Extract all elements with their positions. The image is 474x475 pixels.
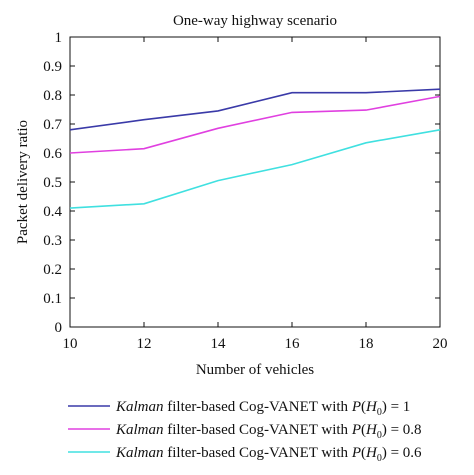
x-tick-label: 18 xyxy=(359,336,374,352)
series-line-1 xyxy=(69,88,441,131)
y-tick-label: 0 xyxy=(55,320,63,336)
x-tick-label: 14 xyxy=(211,336,227,352)
x-tick-label: 10 xyxy=(63,336,78,352)
y-tick-label: 0.4 xyxy=(43,204,62,220)
y-axis-label: Packet delivery ratio xyxy=(15,120,31,244)
x-tick-label: 16 xyxy=(285,336,301,352)
x-axis-label: Number of vehicles xyxy=(196,362,314,378)
y-tick-label: 0.2 xyxy=(43,262,62,278)
y-tick-label: 0.6 xyxy=(43,146,62,162)
legend-entry-1: Kalman filter-based Cog-VANET with P(H0)… xyxy=(115,399,410,418)
y-tick-label: 0.5 xyxy=(43,175,62,191)
y-tick-label: 0.7 xyxy=(43,117,62,133)
y-tick-label: 0.8 xyxy=(43,88,62,104)
x-tick-label: 20 xyxy=(433,336,448,352)
series-lines xyxy=(69,88,441,209)
axis-ticks: 10 12 14 16 18 20 0 0.1 0.2 0.3 0.4 0.5 0.6 0.7 0.8 0.9… xyxy=(43,30,447,352)
x-tick-label: 12 xyxy=(137,336,152,352)
y-tick-label: 1 xyxy=(55,30,63,46)
legend-entry-3: Kalman filter-based Cog-VANET with P(H0)… xyxy=(115,445,422,464)
chart-title: One-way highway scenario xyxy=(173,13,337,29)
series-line-3 xyxy=(69,129,441,209)
y-tick-label: 0.3 xyxy=(43,233,62,249)
plot-frame xyxy=(69,36,441,328)
legend-entry-2: Kalman filter-based Cog-VANET with P(H0)… xyxy=(115,422,422,441)
legend: Kalman filter-based Cog-VANET with P(H0)… xyxy=(68,399,422,464)
series-line-2 xyxy=(69,95,441,154)
y-tick-label: 0.1 xyxy=(43,291,62,307)
y-tick-label: 0.9 xyxy=(43,59,62,75)
